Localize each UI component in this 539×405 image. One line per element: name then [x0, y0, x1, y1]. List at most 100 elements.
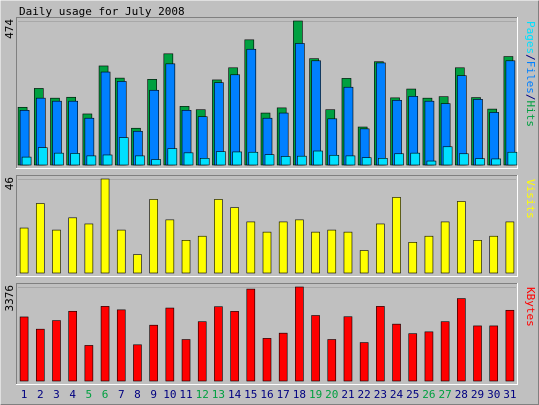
visits-bar — [359, 250, 369, 274]
day-label: 20 — [325, 388, 338, 401]
kbytes-bar — [278, 332, 288, 382]
day-label: 3 — [53, 388, 60, 401]
visits-bar — [262, 231, 272, 274]
chart-title: Daily usage for July 2008 — [19, 5, 185, 18]
pages-bar — [507, 151, 518, 166]
visits-bar — [116, 229, 126, 274]
kbytes-bar — [133, 344, 142, 382]
kbytes-bar — [246, 288, 256, 382]
pages-bar — [491, 158, 502, 166]
day-label: 27 — [439, 388, 452, 401]
kbytes-bar — [359, 342, 369, 382]
day-label: 31 — [503, 388, 516, 401]
kbytes-bar — [343, 316, 353, 382]
pages-bar — [297, 155, 307, 166]
day-label: 16 — [260, 388, 273, 401]
pages-bar — [329, 154, 340, 166]
files-bar — [489, 112, 500, 166]
pages-bar — [442, 146, 453, 166]
files-bar — [311, 60, 321, 166]
visits-bar — [392, 197, 401, 274]
pages-bar — [183, 152, 194, 166]
day-label: 14 — [228, 388, 242, 401]
kbytes-legend-item-0: KBytes — [524, 287, 537, 327]
files-bar — [376, 62, 386, 166]
kbytes-bar — [440, 321, 450, 382]
kbytes-bar — [295, 286, 304, 382]
visits-bar — [165, 219, 175, 274]
kbytes-bar — [116, 309, 126, 382]
files-bar — [505, 60, 516, 166]
pages-bar — [475, 158, 485, 166]
visits-bar — [246, 221, 256, 274]
kbytes-bar — [457, 298, 466, 382]
kbytes-bar — [68, 310, 77, 382]
pages-bar — [361, 157, 372, 166]
pages-bar — [135, 155, 145, 166]
visits-bar — [440, 221, 450, 274]
visits-bar — [343, 231, 353, 274]
pages-bar — [199, 158, 210, 166]
kbytes-bar — [181, 339, 191, 382]
day-label: 22 — [358, 388, 371, 401]
visits-bar — [295, 219, 304, 274]
visits-bar — [133, 254, 142, 274]
files-bar — [149, 89, 159, 166]
visits-bar — [52, 229, 61, 274]
day-label: 5 — [86, 388, 93, 401]
kbytes-bar — [84, 345, 94, 382]
pages-bar — [345, 155, 356, 166]
day-label: 13 — [212, 388, 225, 401]
visits-bar — [311, 231, 320, 274]
day-axis: 1 2 3 4 5 6 7 8 9 10 11 12 13 14 15 16 17 18 19 20 21 22 23 24 2… — [21, 388, 517, 401]
visits-bar — [278, 221, 288, 274]
hits-files-pages-legend-item-2: Files — [524, 61, 537, 94]
kbytes-bar — [52, 320, 61, 382]
hits-files-pages-legend: Pages/Files/Hits — [524, 21, 537, 127]
visits-bar — [327, 229, 337, 274]
kbytes-bar — [165, 307, 175, 382]
kbytes-panel: 3376 KBytes — [3, 283, 537, 385]
pages-bar — [410, 152, 421, 166]
kbytes-ymax-label: 3376 — [3, 285, 16, 312]
kbytes-bar — [100, 306, 110, 382]
visits-bar — [376, 223, 385, 274]
day-label: 17 — [277, 388, 290, 401]
day-label: 4 — [69, 388, 76, 401]
day-label: 12 — [196, 388, 209, 401]
day-label: 19 — [309, 388, 322, 401]
kbytes-bar — [489, 325, 499, 382]
kbytes-bar — [327, 339, 337, 382]
pages-bar — [313, 150, 323, 166]
hits-files-pages-legend-item-3: / — [524, 94, 537, 101]
pages-bar — [54, 152, 64, 166]
files-bar — [197, 116, 208, 166]
pages-bar — [459, 153, 469, 166]
files-bar — [100, 71, 111, 166]
visits-bar — [457, 201, 466, 274]
visits-bar — [230, 207, 239, 274]
hits-files-pages-legend-item-1: / — [524, 54, 537, 61]
day-label: 30 — [487, 388, 500, 401]
day-label: 28 — [455, 388, 468, 401]
kbytes-bar — [408, 333, 418, 382]
visits-bar — [505, 221, 515, 274]
visits-bar — [68, 217, 77, 274]
pages-bar — [378, 158, 388, 166]
day-label: 25 — [406, 388, 419, 401]
pages-bar — [21, 156, 32, 166]
kbytes-legend: KBytes — [524, 287, 537, 327]
hits-files-pages-ymax-label: 474 — [3, 19, 16, 39]
pages-bar — [167, 148, 178, 166]
pages-bar — [232, 151, 242, 166]
day-label: 15 — [244, 388, 257, 401]
kbytes-bar — [376, 306, 385, 382]
visits-bar — [473, 240, 482, 274]
kbytes-bar — [424, 331, 434, 382]
hits-files-pages-panel: 474 Pages/Files/Hits — [3, 17, 537, 169]
day-label: 2 — [37, 388, 44, 401]
pages-bar — [394, 153, 404, 166]
pages-bar — [70, 153, 80, 166]
files-bar — [457, 75, 467, 166]
